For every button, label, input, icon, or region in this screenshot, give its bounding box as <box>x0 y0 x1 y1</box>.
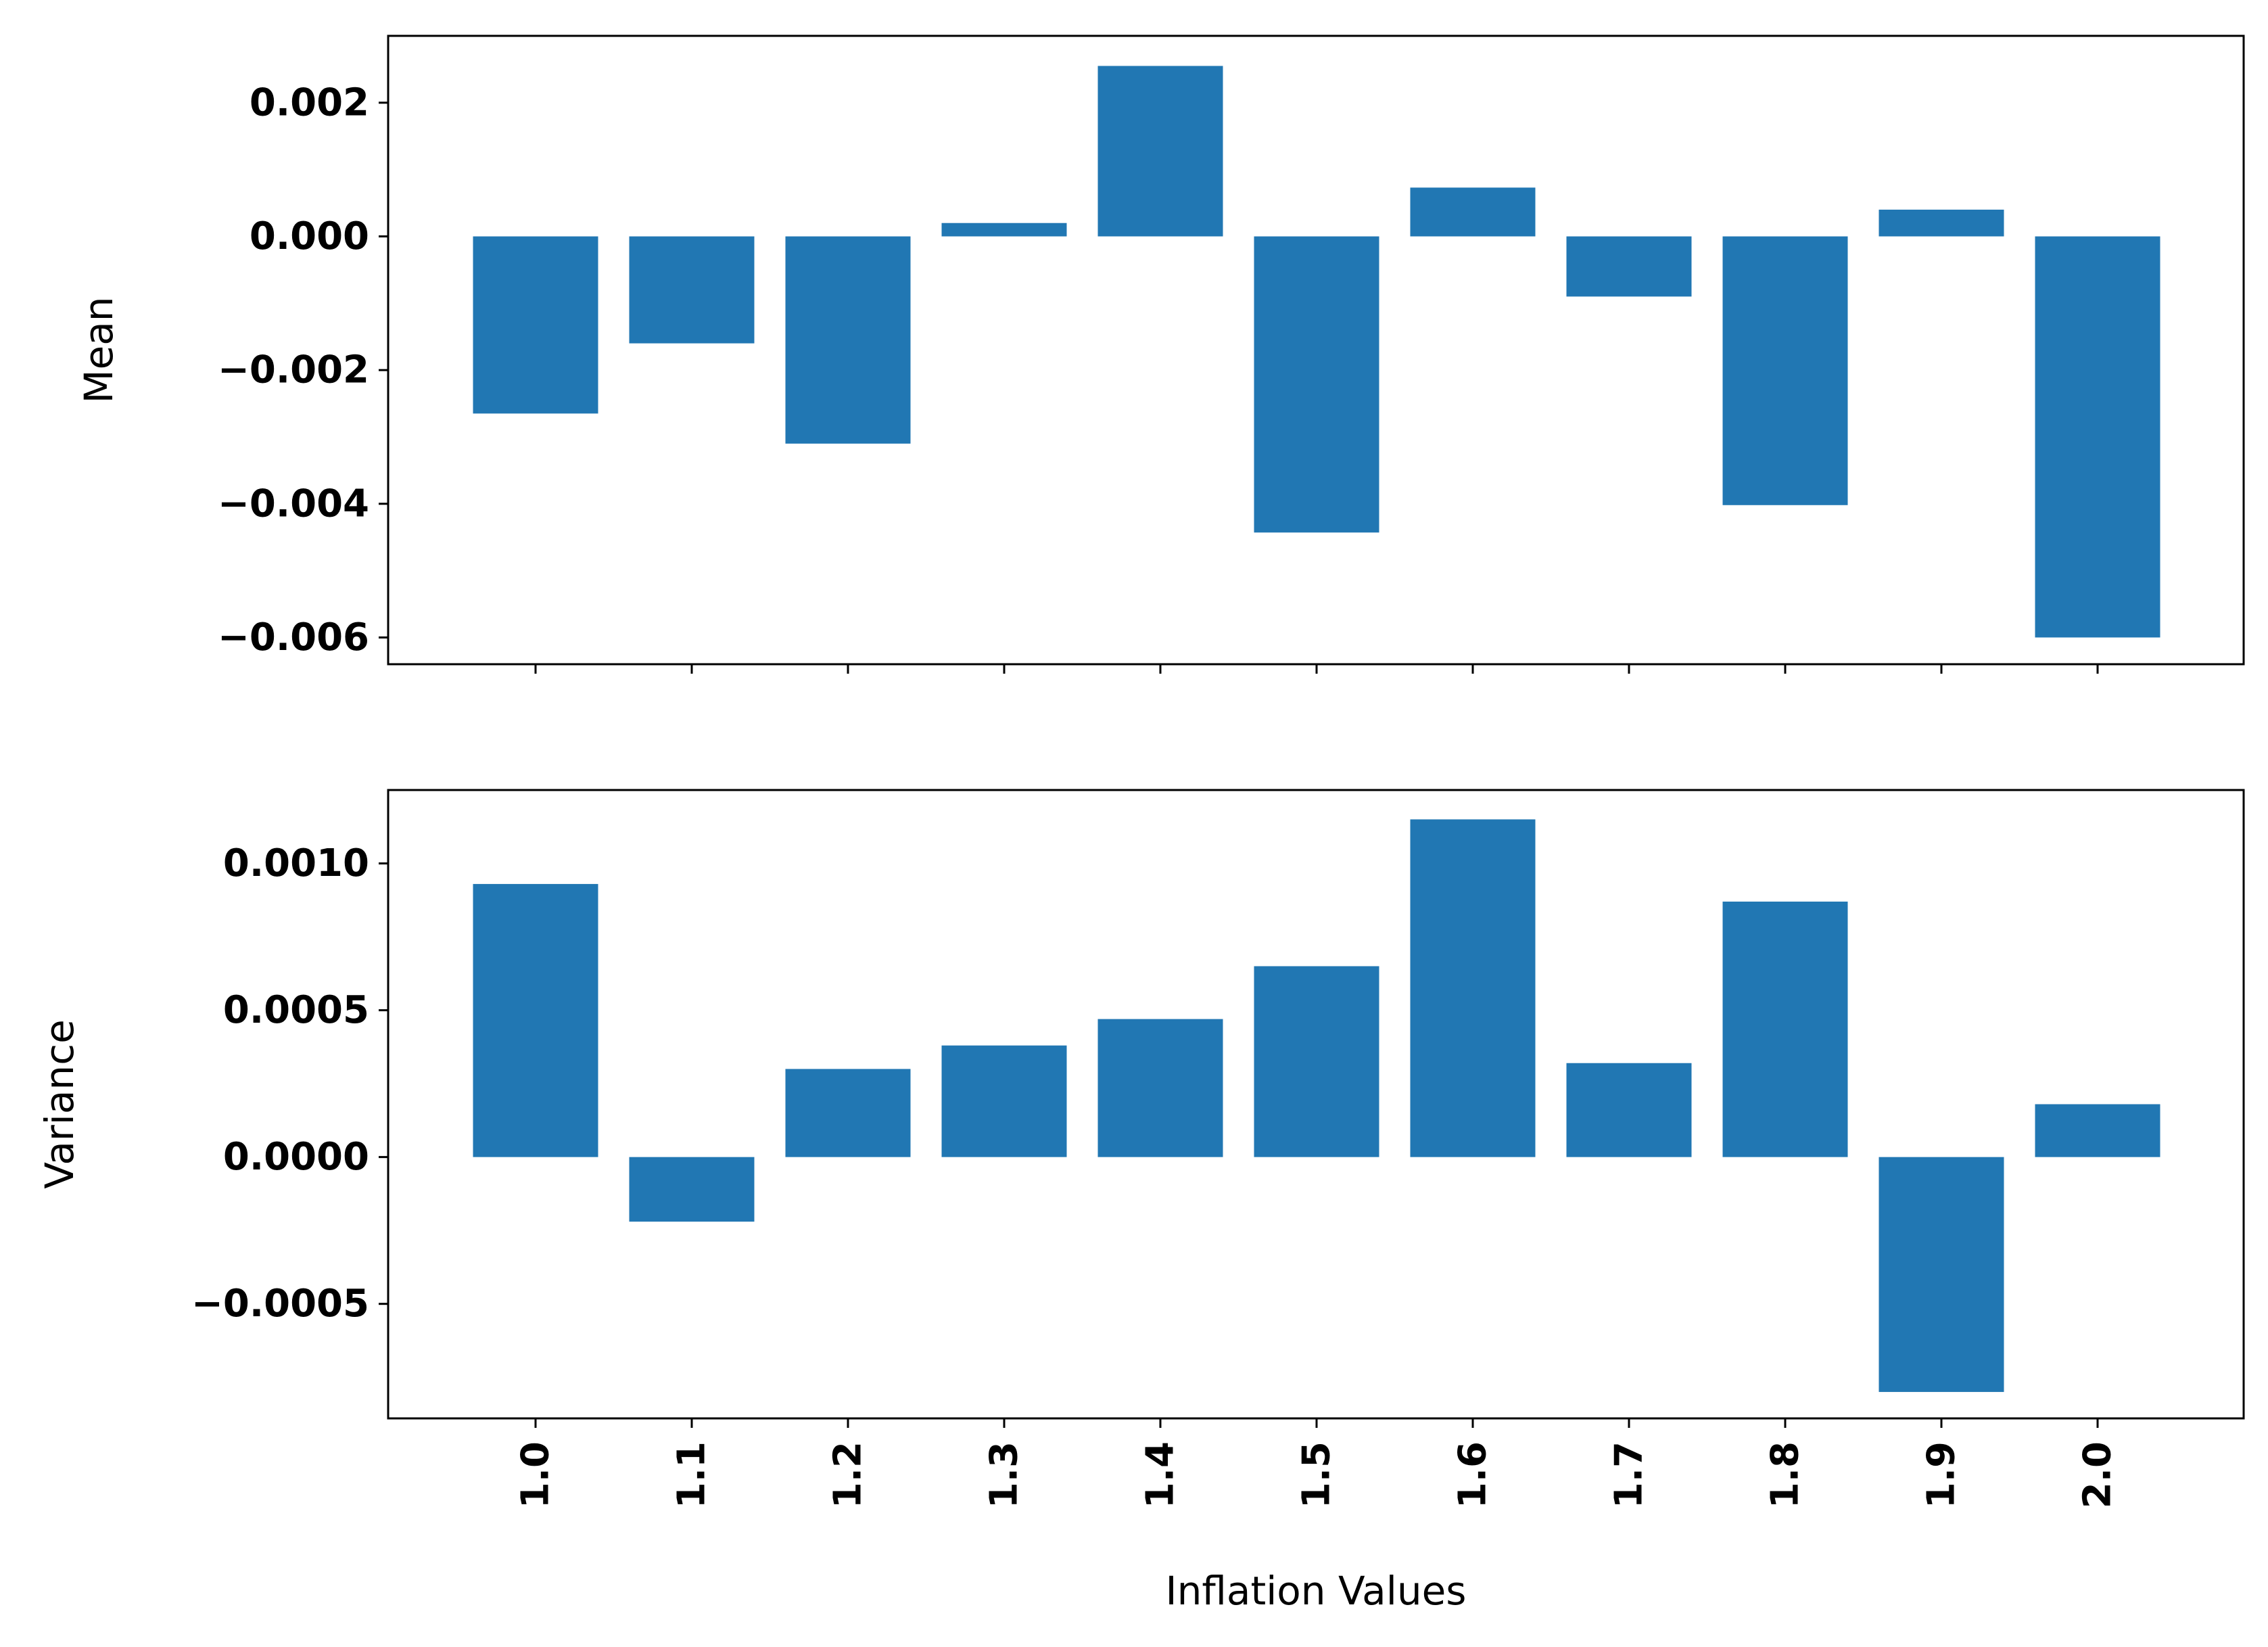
bar-1.7 <box>1566 236 1692 297</box>
y-tick-label: 0.0000 <box>223 1135 369 1179</box>
bar-1.6 <box>1410 819 1536 1157</box>
y-tick-label: −0.006 <box>218 616 369 659</box>
bar-1.8 <box>1722 901 1848 1157</box>
bar-1.5 <box>1254 236 1379 533</box>
y-tick-label: 0.0005 <box>223 988 369 1032</box>
x-tick-label: 1.5 <box>1295 1441 1339 1508</box>
bar-2.0 <box>2035 1104 2160 1157</box>
y-tick-label: 0.000 <box>250 214 369 258</box>
x-tick-label: 1.2 <box>826 1441 870 1508</box>
bar-1.4 <box>1097 66 1223 237</box>
x-axis-label: Inflation Values <box>1166 1568 1467 1614</box>
variance-y-axis-label: Variance <box>37 1019 82 1189</box>
variance-panel: −0.0005 0.0000 0.0005 0.0010 1.0 1.1 1.2 1.3 1.4… <box>37 789 2245 1508</box>
bar-1.7 <box>1566 1063 1692 1157</box>
y-tick-label: 0.0010 <box>223 841 369 885</box>
x-tick-label: 1.3 <box>983 1441 1026 1508</box>
mean-panel: −0.006 −0.004 −0.002 0.000 0.002 Mean <box>76 34 2245 674</box>
bar-1.2 <box>785 1069 911 1157</box>
x-tick-label: 1.9 <box>1920 1441 1964 1508</box>
x-tick-label: 2.0 <box>2076 1441 2120 1508</box>
bar-1.6 <box>1410 187 1536 237</box>
x-tick-label: 1.1 <box>670 1441 714 1508</box>
x-tick-label: 1.6 <box>1451 1441 1495 1508</box>
bar-1.4 <box>1097 1019 1223 1157</box>
bar-1.0 <box>473 236 598 414</box>
y-tick-label: 0.002 <box>250 80 369 124</box>
bar-2.0 <box>2035 236 2160 638</box>
bar-1.3 <box>941 223 1067 237</box>
y-tick-label: −0.002 <box>218 348 369 392</box>
bar-1.9 <box>1879 209 2004 237</box>
y-tick-label: −0.004 <box>218 482 369 526</box>
bar-1.9 <box>1879 1157 2004 1392</box>
x-tick-label: 1.0 <box>514 1441 558 1508</box>
bar-1.5 <box>1254 966 1379 1157</box>
bar-1.8 <box>1722 236 1848 505</box>
x-tick-label: 1.7 <box>1607 1441 1651 1508</box>
bar-1.2 <box>785 236 911 444</box>
bar-1.1 <box>629 1157 755 1222</box>
mean-y-axis-label: Mean <box>76 296 122 403</box>
y-tick-label: −0.0005 <box>191 1282 369 1326</box>
bar-1.1 <box>629 236 755 344</box>
bar-1.3 <box>941 1045 1067 1157</box>
x-tick-label: 1.8 <box>1764 1441 1808 1508</box>
bar-1.0 <box>473 883 598 1157</box>
x-tick-label: 1.4 <box>1139 1441 1183 1508</box>
